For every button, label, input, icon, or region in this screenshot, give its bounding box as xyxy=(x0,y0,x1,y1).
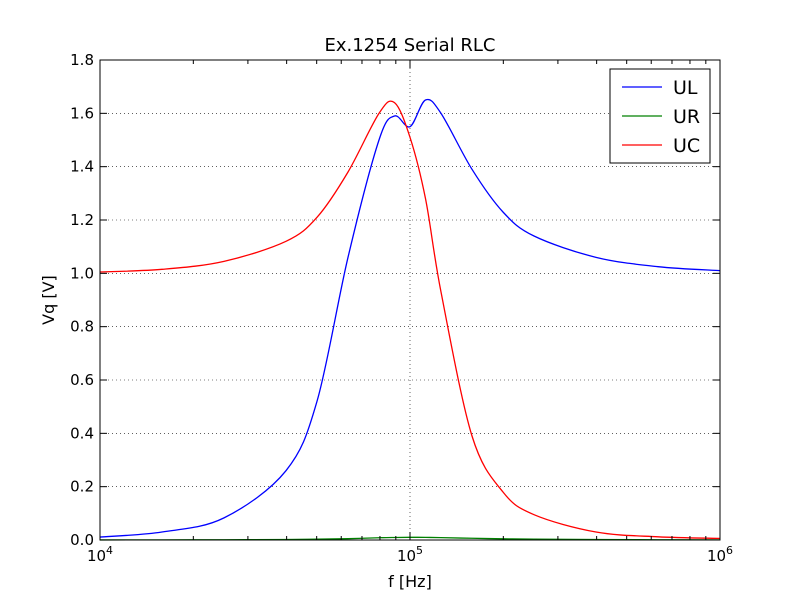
y-tick-label: 1.4 xyxy=(70,158,94,176)
legend: UL UR UC xyxy=(609,68,711,164)
y-tick-label: 0.0 xyxy=(70,531,94,549)
legend-label-ul: UL xyxy=(673,77,698,99)
y-tick-label: 1.2 xyxy=(70,211,94,229)
y-tick-label: 0.4 xyxy=(70,424,94,442)
x-axis-label: f [Hz] xyxy=(388,572,432,591)
x-tick-exponent: 5 xyxy=(416,544,423,557)
y-tick-label: 1.0 xyxy=(70,264,94,282)
legend-label-uc: UC xyxy=(673,135,700,157)
y-tick-label: 0.8 xyxy=(70,318,94,336)
y-tick-label: 0.2 xyxy=(70,478,94,496)
x-tick-base: 10 xyxy=(707,547,726,565)
x-tick-label: 104 xyxy=(87,544,113,565)
x-tick-base: 10 xyxy=(87,547,106,565)
y-tick-label: 0.6 xyxy=(70,371,94,389)
y-tick-label: 1.8 xyxy=(70,51,94,69)
y-axis-label: Vq [V] xyxy=(39,275,58,325)
x-tick-base: 10 xyxy=(397,547,416,565)
series-line-ul xyxy=(99,98,721,538)
chart-title: Ex.1254 Serial RLC xyxy=(324,35,495,56)
x-tick-label: 105 xyxy=(397,544,423,565)
y-tick-label: 1.6 xyxy=(70,104,94,122)
x-tick-exponent: 6 xyxy=(726,544,733,557)
x-tick-label: 106 xyxy=(707,544,733,565)
series-lines xyxy=(99,98,721,541)
legend-label-ur: UR xyxy=(673,106,700,128)
x-tick-exponent: 4 xyxy=(106,544,113,557)
series-line-uc xyxy=(99,100,721,540)
